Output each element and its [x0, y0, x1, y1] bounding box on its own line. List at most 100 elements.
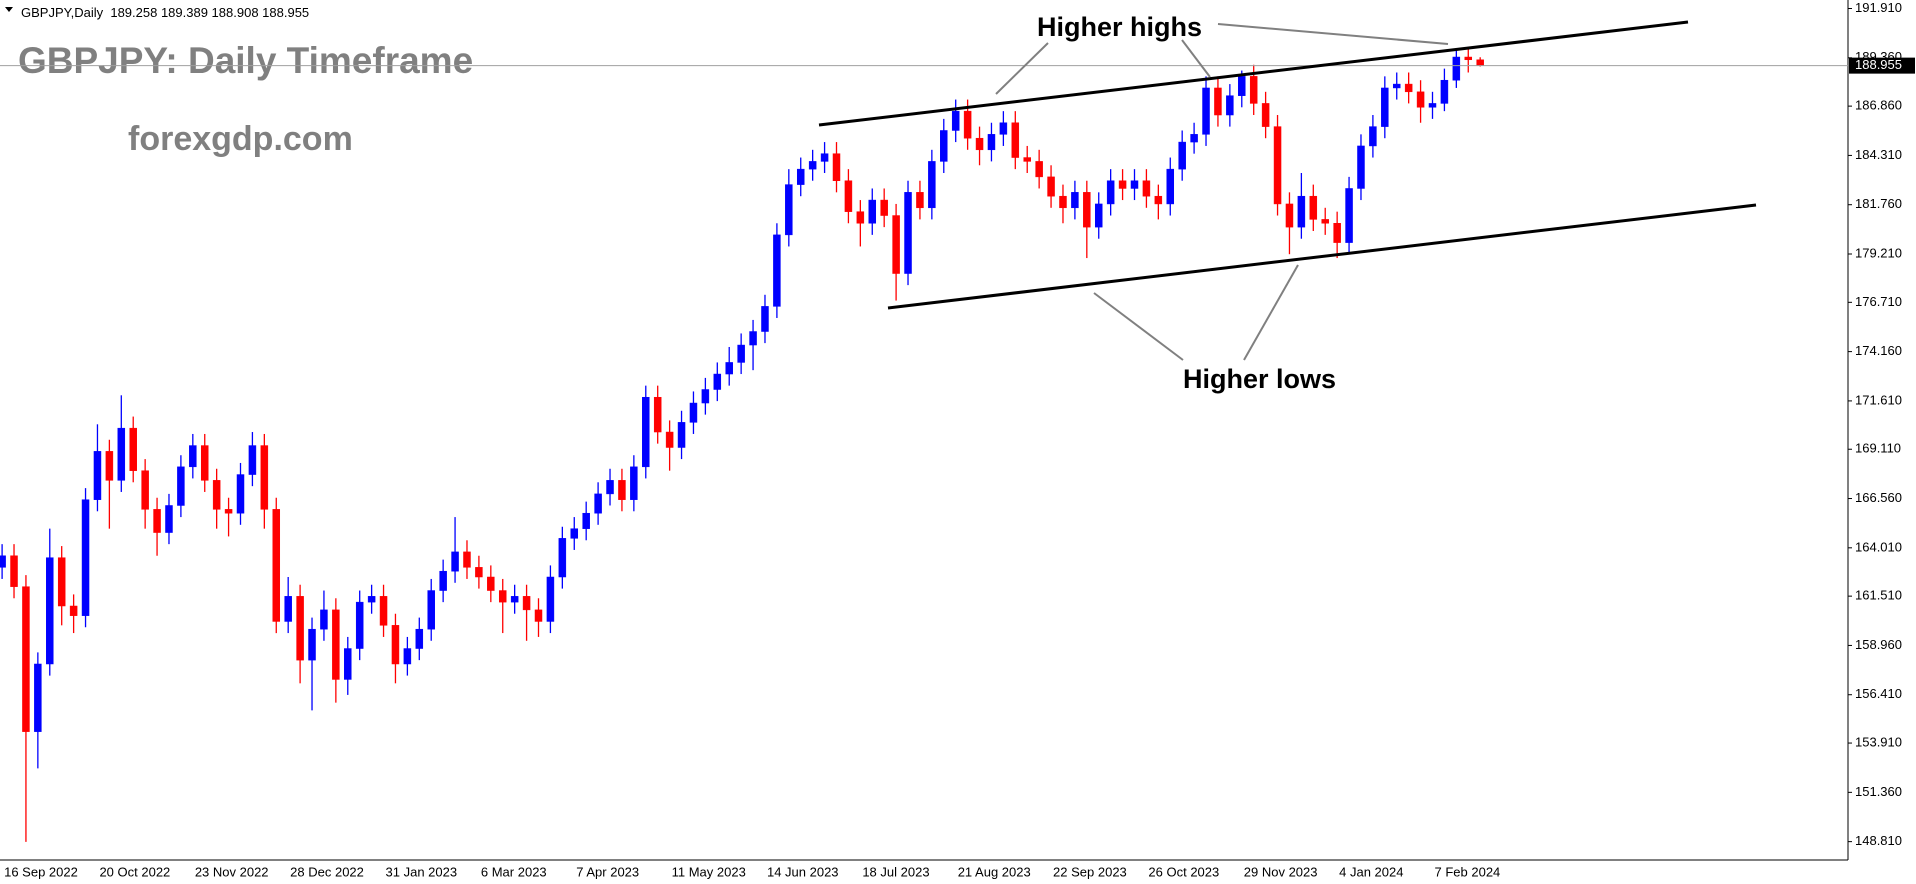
candle-body [379, 596, 388, 626]
candle-body [236, 474, 245, 514]
candle-body [1214, 87, 1222, 116]
header: GBPJPY,Daily 189.258 189.389 188.908 188… [21, 5, 309, 20]
candle-body [284, 596, 292, 622]
pointer-line [995, 42, 1049, 95]
candle-body [153, 509, 161, 533]
candle-body [355, 601, 364, 649]
candle-body [10, 555, 18, 587]
candle-body [689, 402, 698, 423]
candle-body [1273, 126, 1282, 205]
candle-body [1047, 176, 1055, 197]
candle-body [498, 590, 507, 603]
candle-body [1083, 192, 1091, 228]
candle-body [1118, 180, 1127, 189]
candle-body [1357, 145, 1365, 189]
y-tick-label: 164.010 [1855, 539, 1902, 554]
candle-body [1381, 87, 1389, 127]
x-tick-label: 26 Oct 2023 [1148, 864, 1219, 879]
candle-body [1166, 168, 1175, 205]
candle-body [522, 596, 531, 611]
candle-body [177, 466, 185, 506]
x-tick-label: 4 Jan 2024 [1339, 864, 1403, 879]
candle-body [1345, 188, 1353, 243]
candle-body [1202, 87, 1210, 135]
y-tick-label: 181.760 [1855, 196, 1902, 211]
candle-body [0, 555, 6, 568]
candle-body [1261, 103, 1270, 127]
y-tick-label: 161.510 [1855, 588, 1902, 603]
candle-body [1464, 56, 1473, 61]
candle-body [332, 609, 340, 680]
candle-body [367, 596, 376, 603]
watermark: forexgdp.com [128, 120, 353, 158]
candle-body [963, 110, 972, 139]
x-tick-label: 14 Jun 2023 [767, 864, 839, 879]
candle-body [1190, 134, 1198, 143]
candle-body [582, 512, 590, 529]
x-tick-label: 31 Jan 2023 [386, 864, 458, 879]
x-tick-label: 23 Nov 2022 [195, 864, 269, 879]
candle-body [296, 596, 304, 661]
candle-body [141, 470, 149, 510]
candle-body [391, 625, 400, 665]
candle-body [1476, 59, 1484, 66]
candle-body [1106, 180, 1115, 205]
candle-body [844, 180, 853, 212]
annotation: Higher highs [1037, 12, 1202, 42]
annotation: Higher lows [1183, 364, 1336, 394]
upper-trend-line [818, 20, 1689, 127]
candle-body [606, 480, 614, 495]
x-tick-label: 21 Aug 2023 [958, 864, 1031, 879]
candle-body [260, 445, 269, 510]
candle-body [475, 567, 483, 578]
y-tick-label: 148.810 [1855, 833, 1902, 848]
candle-body [558, 538, 567, 578]
candle-body [594, 493, 602, 514]
chart-title: GBPJPY: Daily Timeframe [18, 40, 473, 81]
y-tick-label: 174.160 [1855, 343, 1902, 358]
pointer-line [1243, 264, 1299, 361]
candle-body [761, 306, 769, 332]
candle-body [677, 422, 686, 448]
y-tick-label: 171.610 [1855, 392, 1902, 407]
candle-body [642, 396, 650, 468]
candle-body [1059, 195, 1067, 209]
candle-body [451, 551, 459, 572]
candle-body [796, 168, 805, 185]
candle-body [749, 331, 757, 346]
candle-body [1226, 95, 1234, 116]
x-tick-label: 29 Nov 2023 [1244, 864, 1318, 879]
candle-body [713, 373, 722, 390]
candle-body [1452, 56, 1461, 81]
candle-body [1321, 219, 1329, 224]
last-price-label: 188.955 [1855, 57, 1902, 72]
candle-body [1333, 223, 1341, 243]
candle-body [1023, 157, 1031, 162]
candle-body [1416, 91, 1425, 108]
candle-body [105, 451, 114, 481]
x-tick-label: 16 Sep 2022 [4, 864, 78, 879]
candle-body [618, 480, 626, 500]
candle-body [916, 192, 924, 209]
candle-body [165, 505, 173, 533]
candle-body [570, 528, 579, 539]
x-tick-label: 20 Oct 2022 [99, 864, 170, 879]
candle-body [951, 110, 960, 131]
candle-body [487, 576, 495, 591]
candle-body [1142, 180, 1151, 197]
candle-body [1297, 195, 1306, 228]
candle-body [928, 161, 936, 209]
candle-body [773, 234, 781, 307]
pointer-line [1217, 23, 1449, 45]
y-tick-label: 158.960 [1855, 637, 1902, 652]
pointer-line [1093, 292, 1184, 361]
candle-body [22, 586, 30, 732]
candle-body [737, 344, 745, 363]
candle-body [189, 445, 197, 468]
candle-body [463, 551, 471, 568]
y-tick-label: 153.910 [1855, 734, 1902, 749]
candle-body [81, 499, 90, 616]
candle-body [1071, 192, 1079, 209]
